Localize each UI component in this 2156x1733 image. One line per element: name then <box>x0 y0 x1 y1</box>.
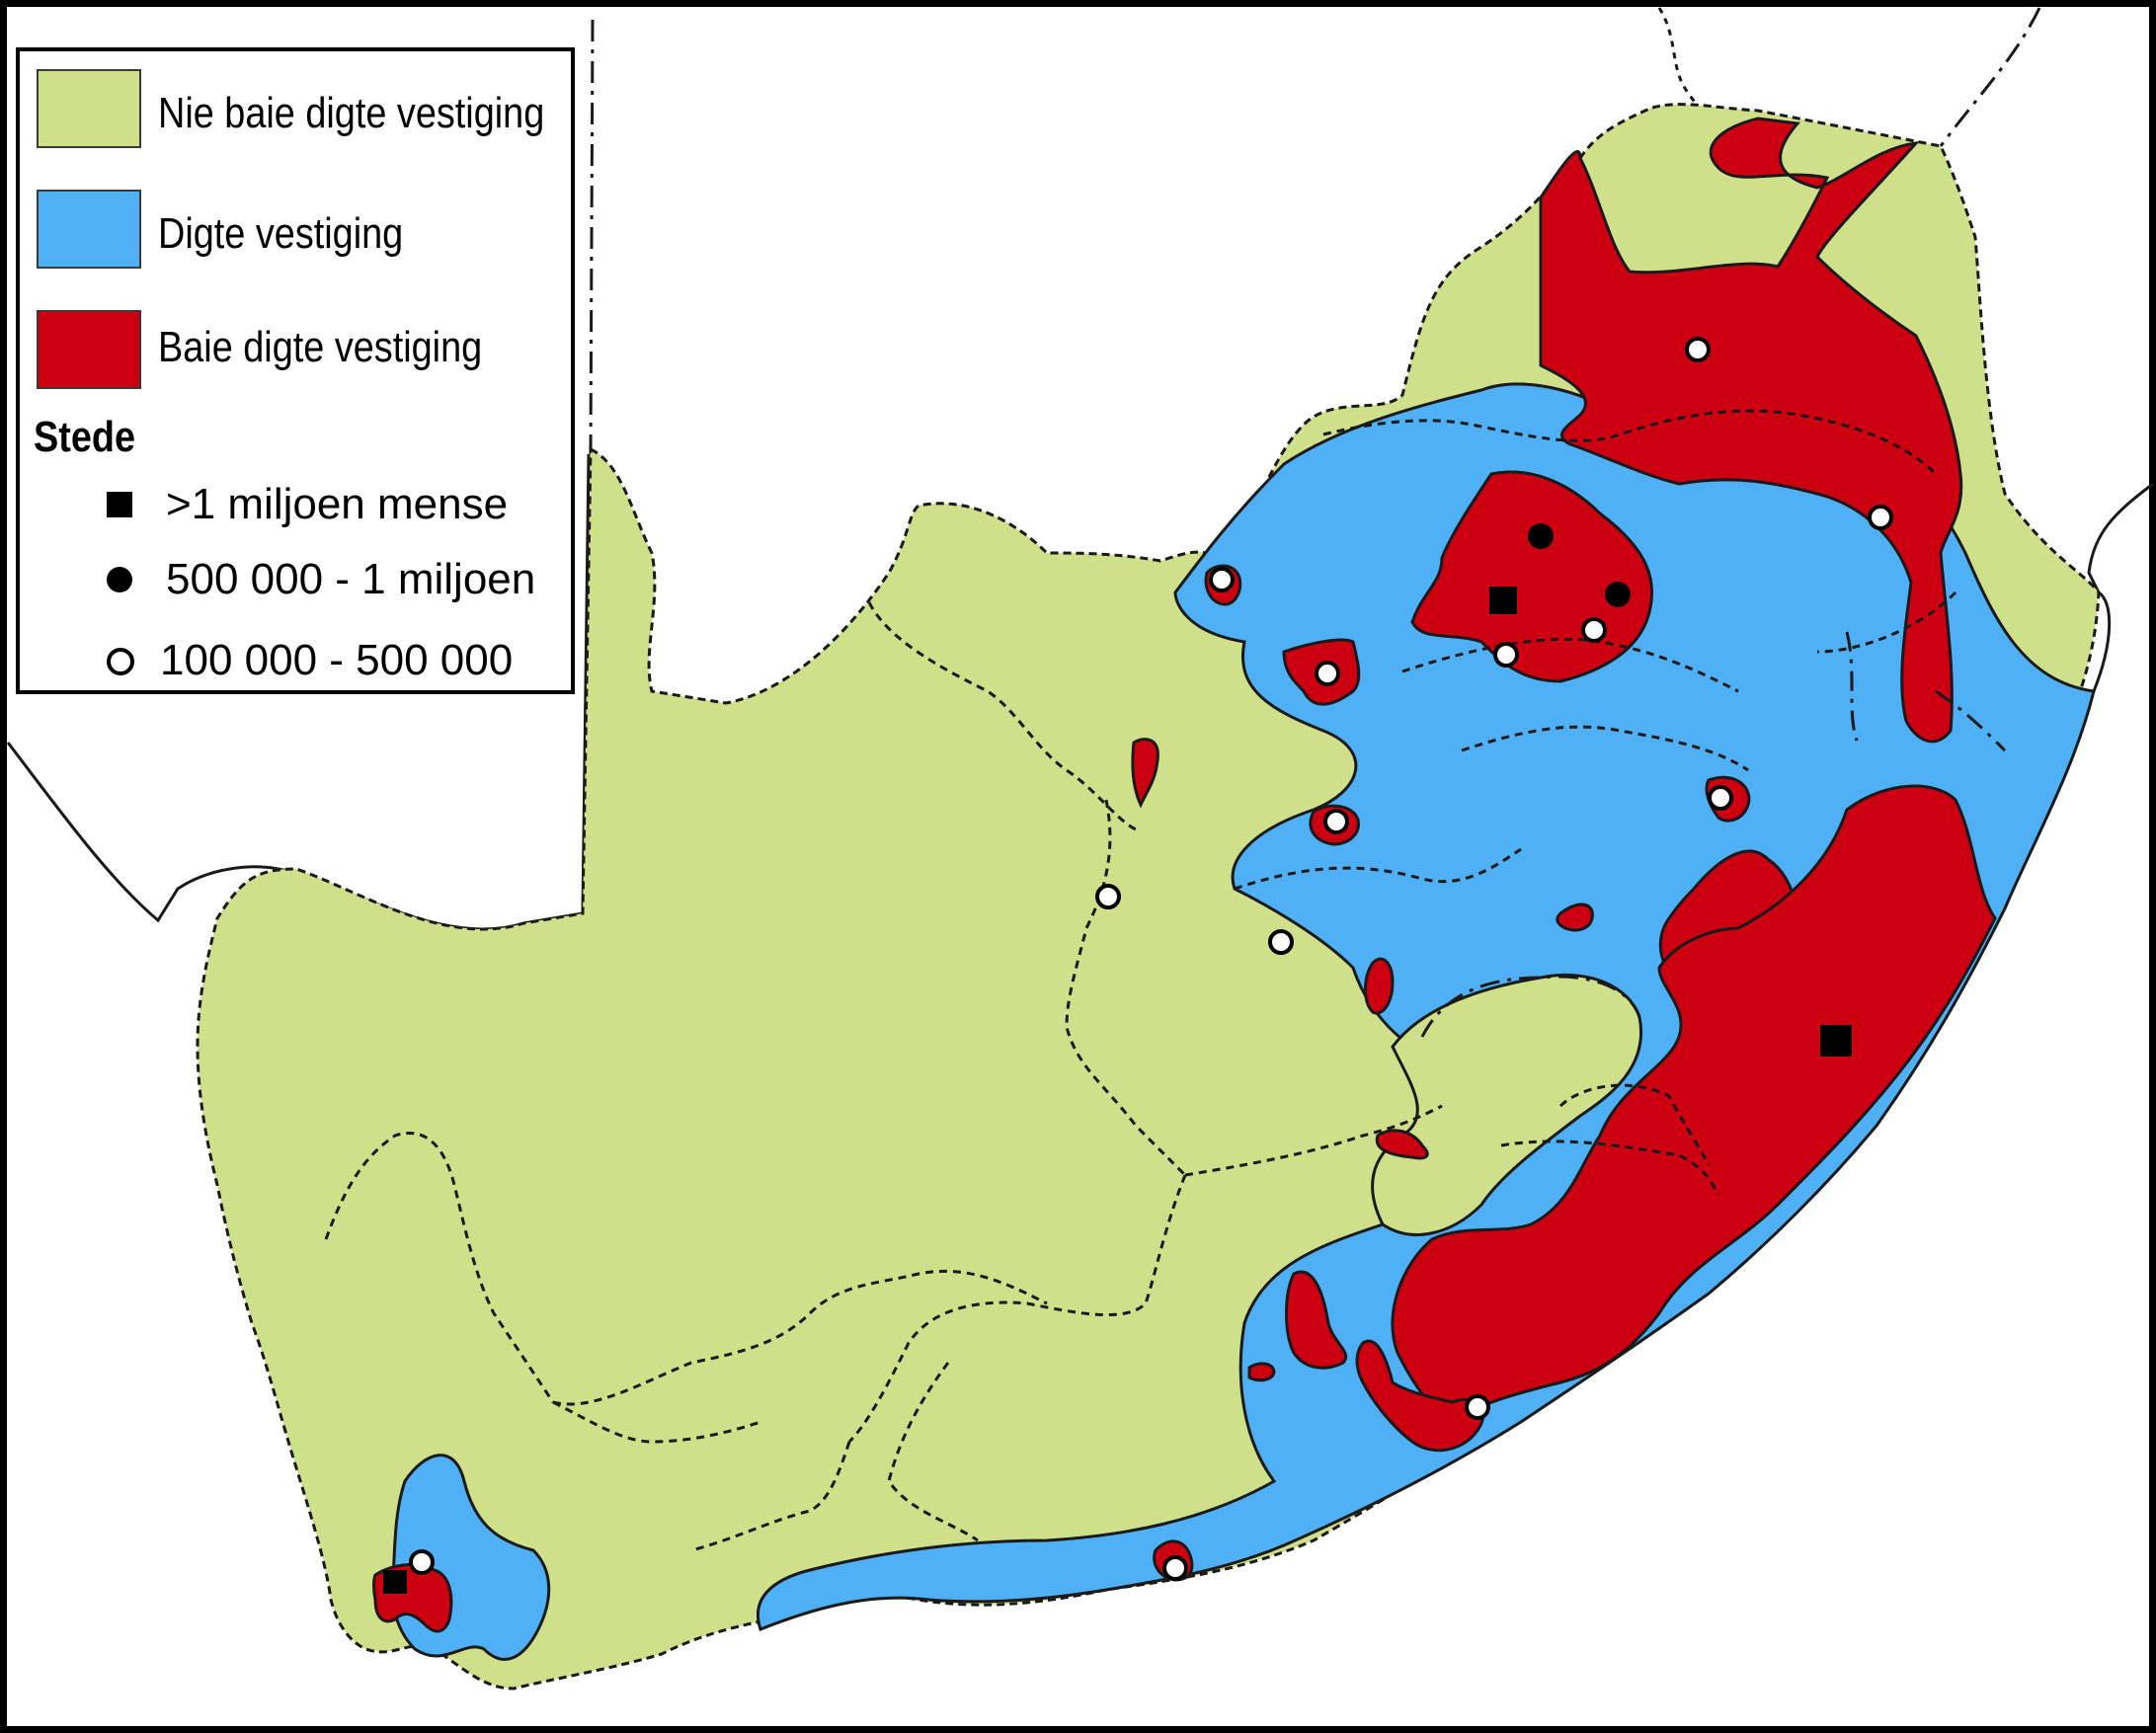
legend-cities-heading: Stede <box>34 413 136 461</box>
international-border <box>1935 689 2007 752</box>
province-boundary <box>552 1269 1048 1406</box>
region-very-dense-settlement <box>1355 1339 1485 1453</box>
city-marker-medium[interactable] <box>1605 582 1631 607</box>
city-marker-small[interactable] <box>1162 1555 1188 1581</box>
legend-swatch-very-dense <box>37 310 141 389</box>
legend-swatch-sparse <box>37 69 141 148</box>
province-boundary <box>1816 591 1957 654</box>
legend-label-dense: Digte vestiging <box>158 209 404 258</box>
international-border <box>1845 631 1859 742</box>
city-marker-small[interactable] <box>1465 1394 1490 1420</box>
city-marker-small[interactable] <box>1095 884 1121 909</box>
legend-label-very-dense: Baie digte vestiging <box>158 323 483 371</box>
neighbour-border-line <box>1939 7 2041 147</box>
city-marker-large[interactable] <box>383 1570 407 1594</box>
map-legend: Nie baie digte vestiging Digte vestiging… <box>16 47 575 694</box>
region-very-dense-settlement <box>1556 903 1594 932</box>
region-very-dense-settlement <box>1364 957 1395 1015</box>
city-marker-small[interactable] <box>1493 642 1519 668</box>
province-boundary <box>552 1400 761 1444</box>
city-marker-small[interactable] <box>1708 785 1733 811</box>
province-boundary <box>847 1174 1187 1444</box>
province-boundary <box>867 601 1137 831</box>
city-marker-small[interactable] <box>1581 617 1607 643</box>
neighbour-coastline <box>2087 482 2154 692</box>
city-marker-small[interactable] <box>1315 661 1340 686</box>
province-boundary <box>1401 637 1739 693</box>
region-very-dense-settlement <box>1247 1362 1276 1382</box>
province-boundary <box>887 1362 979 1542</box>
city-marker-small[interactable] <box>1868 505 1893 530</box>
region-dense-settlement <box>756 382 2096 1631</box>
legend-city-label-large: >1 miljoen mense <box>166 480 509 528</box>
city-marker-small[interactable] <box>409 1549 435 1575</box>
legend-label-sparse: Nie baie digte vestiging <box>158 89 545 137</box>
filled-circle-icon <box>107 567 132 592</box>
city-marker-medium[interactable] <box>1528 523 1554 549</box>
city-marker-small[interactable] <box>1323 809 1349 834</box>
city-marker-small[interactable] <box>1685 337 1711 362</box>
province-boundary <box>1500 1140 1720 1196</box>
region-very-dense-settlement <box>1131 738 1159 809</box>
region-very-dense-settlement <box>1539 117 1963 744</box>
filled-square-icon <box>107 492 132 517</box>
province-boundary <box>690 1441 851 1552</box>
legend-city-label-medium: 500 000 - 1 miljoen <box>166 555 536 603</box>
province-boundary <box>1322 409 1938 476</box>
neighbour-border-line <box>589 19 595 455</box>
city-markers <box>383 337 1893 1594</box>
province-boundary <box>324 1131 555 1403</box>
legend-swatch-dense <box>37 190 141 269</box>
city-marker-small[interactable] <box>1268 929 1294 955</box>
open-circle-icon <box>107 648 134 675</box>
city-marker-large[interactable] <box>1820 1025 1852 1057</box>
province-boundary <box>1558 1083 1711 1166</box>
province-boundary <box>1184 1104 1443 1177</box>
city-marker-large[interactable] <box>1489 587 1517 614</box>
legend-city-label-small: 100 000 - 500 000 <box>160 636 514 684</box>
city-marker-small[interactable] <box>1209 567 1235 592</box>
region-very-dense-settlement <box>1285 1270 1348 1370</box>
region-very-dense-settlement <box>1375 1129 1429 1160</box>
